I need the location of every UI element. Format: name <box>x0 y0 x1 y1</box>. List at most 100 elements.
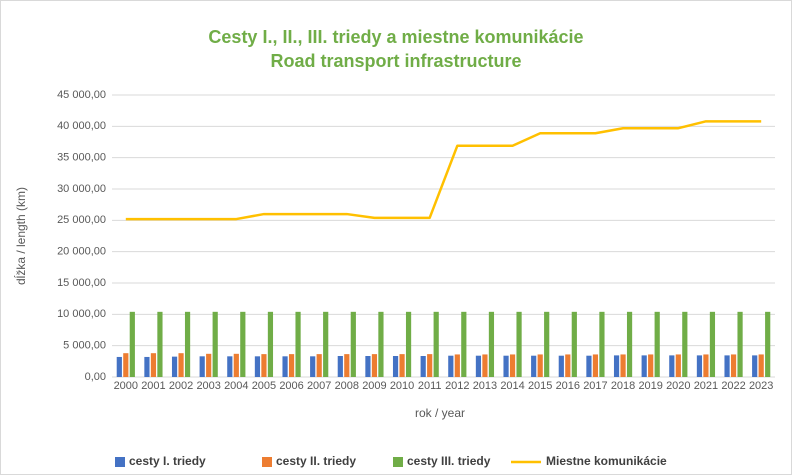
bar <box>461 311 467 377</box>
y-tick-label: 10 000,00 <box>57 308 106 320</box>
bar <box>420 356 426 377</box>
bar <box>565 354 571 377</box>
x-tick-label: 2007 <box>307 380 331 392</box>
x-tick-label: 2009 <box>362 380 386 392</box>
bar <box>378 311 384 377</box>
x-tick-label: 2006 <box>279 380 303 392</box>
bar <box>310 356 316 377</box>
bar <box>482 354 488 377</box>
bar <box>516 311 522 377</box>
bar <box>613 355 620 377</box>
bar <box>427 354 433 377</box>
bar <box>737 311 743 377</box>
x-tick-label: 2002 <box>169 380 193 392</box>
y-axis-label: dĺžka / length (km) <box>13 187 28 285</box>
bar <box>405 311 412 377</box>
bar <box>365 356 371 377</box>
bar <box>254 356 261 377</box>
x-tick-label: 2021 <box>694 380 718 392</box>
x-tick-label: 2023 <box>749 380 773 392</box>
x-tick-label: 2005 <box>252 380 276 392</box>
bar <box>433 311 439 377</box>
bar <box>599 311 605 377</box>
y-tick-label: 35 000,00 <box>57 152 106 164</box>
y-tick-label: 30 000,00 <box>57 183 106 195</box>
x-tick-label: 2016 <box>556 380 580 392</box>
x-tick-label: 2010 <box>390 380 414 392</box>
x-tick-label: 2004 <box>224 380 248 392</box>
legend-label: cesty I. triedy <box>129 454 206 468</box>
chart-title: Cesty I., II., III. triedy a miestne kom… <box>208 27 583 47</box>
bar <box>620 354 626 377</box>
bar <box>282 356 288 377</box>
bar <box>703 354 709 377</box>
line <box>125 120 762 221</box>
x-tick-label: 2013 <box>473 380 497 392</box>
bar <box>184 311 191 377</box>
bar <box>544 311 550 377</box>
y-tick-label: 15 000,00 <box>57 277 106 289</box>
bar <box>654 311 660 377</box>
x-tick-label: 2001 <box>141 380 165 392</box>
bar <box>488 311 495 377</box>
bar <box>350 311 356 377</box>
y-tick-label: 25 000,00 <box>57 214 106 226</box>
bar <box>240 311 246 377</box>
x-tick-label: 2017 <box>583 380 607 392</box>
x-tick-label: 2011 <box>418 380 442 392</box>
legend-label: cesty II. triedy <box>276 454 356 468</box>
bar <box>206 353 212 377</box>
bar <box>144 356 150 377</box>
legend-marker <box>115 457 125 467</box>
x-tick-label: 2012 <box>445 380 469 392</box>
bar <box>709 311 716 377</box>
bar <box>765 311 771 377</box>
bar <box>682 311 688 377</box>
chart-subtitle: Road transport infrastructure <box>270 51 521 71</box>
bar <box>696 355 703 377</box>
x-tick-label: 2014 <box>500 380 524 392</box>
bar <box>730 354 737 377</box>
bar <box>323 311 329 377</box>
x-tick-label: 2008 <box>335 380 359 392</box>
bar <box>233 353 239 377</box>
bar <box>641 355 647 377</box>
x-axis-label: rok / year <box>415 406 465 420</box>
bar <box>448 355 454 377</box>
bar <box>267 311 274 377</box>
bar <box>531 355 537 377</box>
legend-marker <box>262 457 272 467</box>
bar <box>503 355 509 377</box>
bar <box>171 356 178 377</box>
bar <box>288 354 295 377</box>
bar <box>337 356 343 377</box>
bar <box>758 354 764 377</box>
x-tick-label: 2000 <box>114 380 138 392</box>
bar <box>157 311 163 377</box>
bar <box>150 353 157 377</box>
x-tick-label: 2019 <box>638 380 662 392</box>
bar <box>399 354 405 377</box>
bar <box>344 354 350 377</box>
bar <box>371 354 378 377</box>
legend-label: Miestne komunikácie <box>546 454 667 468</box>
y-tick-label: 5 000,00 <box>63 340 106 352</box>
bar <box>724 355 730 377</box>
bar <box>571 311 577 377</box>
bar <box>675 354 681 377</box>
bar <box>586 355 592 377</box>
bar <box>509 354 516 377</box>
bar <box>295 311 301 377</box>
x-tick-label: 2022 <box>721 380 745 392</box>
bar <box>648 354 654 377</box>
bar <box>116 356 122 377</box>
bar <box>626 311 633 377</box>
bar <box>592 354 599 377</box>
bar <box>558 355 564 377</box>
y-tick-label: 20 000,00 <box>57 246 106 258</box>
bar <box>227 356 233 377</box>
bar <box>669 355 675 377</box>
bar <box>475 355 482 377</box>
